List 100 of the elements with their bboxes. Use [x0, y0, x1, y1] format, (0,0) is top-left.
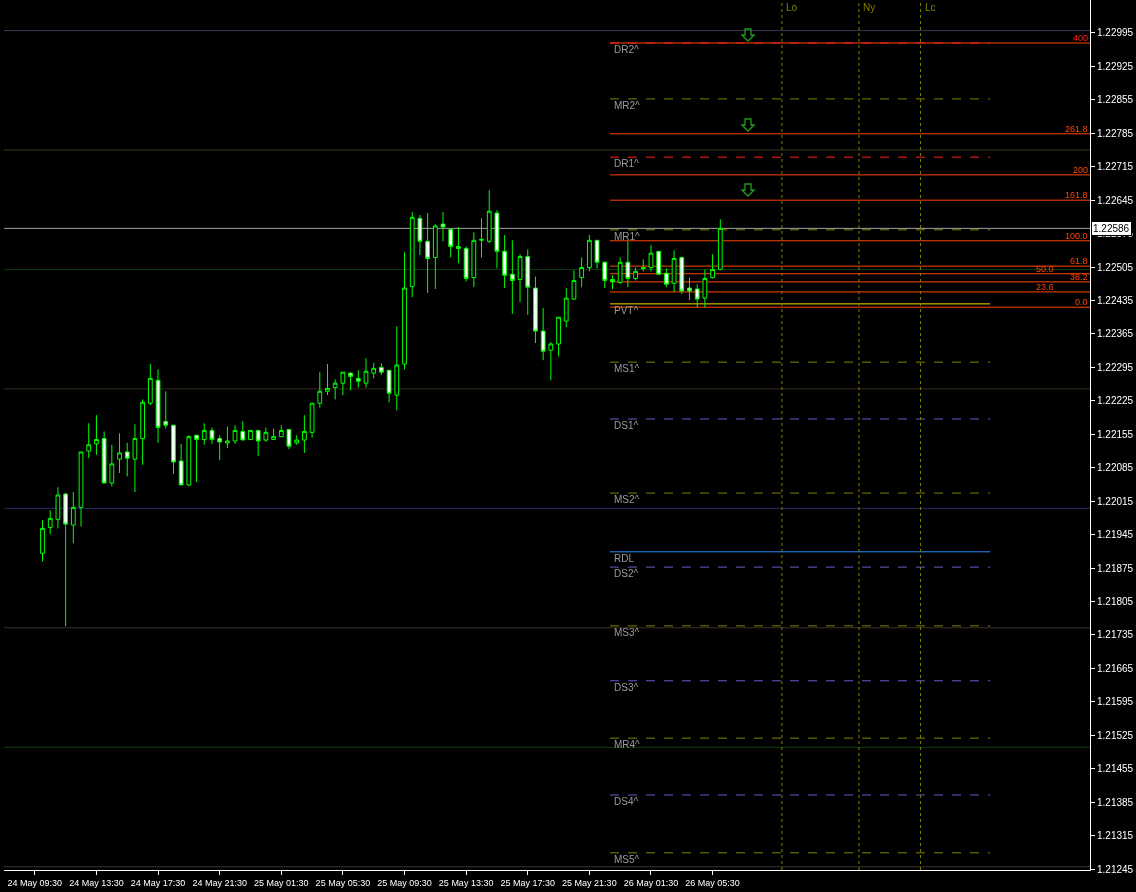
candlestick [687, 277, 692, 301]
x-tick-label: 25 May 13:30 [438, 877, 494, 888]
candlestick [394, 325, 400, 411]
x-tick-label: 25 May 17:30 [500, 877, 556, 888]
candlestick [664, 268, 669, 288]
candlestick [479, 217, 484, 259]
candlestick [355, 369, 361, 388]
y-tick-label: 1.21875 [1097, 562, 1134, 574]
candlestick [55, 486, 61, 529]
x-tick-label: 26 May 01:30 [623, 877, 679, 888]
ref-line-label: MR1^ [614, 231, 641, 242]
candlestick [348, 372, 353, 391]
candlestick [625, 240, 631, 288]
ref-line-label: DS2^ [614, 568, 639, 579]
candlestick [271, 428, 276, 441]
ref-line-label: MR2^ [614, 100, 641, 111]
candlestick [594, 239, 600, 269]
candlestick [163, 390, 169, 430]
candlestick [248, 429, 253, 441]
candlestick [556, 316, 561, 357]
candlestick [402, 251, 407, 370]
candlestick [194, 434, 199, 483]
x-tick-label: 24 May 17:30 [130, 877, 186, 888]
ref-line-label: Lo [786, 2, 798, 13]
y-tick-label: 1.22925 [1097, 60, 1134, 72]
candlestick [610, 274, 615, 290]
y-tick-label: 1.22225 [1097, 395, 1134, 407]
candlestick [648, 244, 654, 272]
y-tick-label: 1.21455 [1097, 763, 1134, 775]
candlestick [171, 424, 176, 475]
candlestick [217, 434, 223, 461]
y-tick-label: 1.21805 [1097, 596, 1134, 607]
y-tick-label: 1.22015 [1097, 495, 1134, 507]
candlestick [417, 214, 423, 256]
candlestick [640, 258, 646, 272]
x-tick-label: 25 May 21:30 [562, 877, 617, 888]
x-tick-label: 24 May 09:30 [7, 877, 63, 888]
ref-line-label: MS3^ [614, 627, 640, 638]
candlestick [509, 239, 515, 315]
x-tick-label: 24 May 13:30 [69, 877, 124, 888]
candlestick [363, 357, 369, 388]
candlestick [94, 414, 99, 456]
ref-line-label: DR1^ [614, 158, 639, 169]
candlestick [540, 307, 546, 361]
candlestick [178, 443, 184, 486]
y-tick-label: 1.22855 [1097, 94, 1134, 106]
candlestick [232, 424, 238, 445]
candlestick [224, 426, 230, 449]
candlestick [517, 253, 523, 303]
candlestick [571, 269, 577, 301]
candlestick [432, 223, 438, 290]
y-tick-label: 1.21525 [1097, 729, 1134, 741]
y-tick-label: 1.21385 [1097, 796, 1134, 808]
y-tick-label: 1.22435 [1097, 295, 1134, 307]
y-tick-label: 1.21245 [1097, 863, 1134, 875]
annotation: 23.6 [1036, 282, 1054, 292]
ref-line-label: MS2^ [614, 494, 640, 505]
candlestick [563, 287, 569, 328]
candlestick [255, 429, 261, 457]
y-tick-label: 1.22505 [1097, 261, 1134, 273]
annotation: 261.8 [1065, 124, 1088, 134]
candlestick [502, 234, 508, 289]
y-tick-label: 1.21315 [1097, 830, 1134, 842]
ref-line-label: MS5^ [614, 854, 640, 865]
candlestick [70, 491, 76, 544]
candlestick [717, 218, 723, 271]
candlestick [671, 249, 677, 293]
candlestick [78, 451, 84, 527]
candlestick [101, 430, 107, 484]
candlestick [602, 260, 608, 289]
y-tick-label: 1.22995 [1097, 27, 1134, 39]
candlestick [579, 257, 585, 288]
candlestick [309, 402, 315, 439]
ref-line-label: MR4^ [614, 739, 641, 750]
candlestick [240, 420, 246, 441]
candlestick [186, 434, 192, 487]
candlestick [463, 246, 469, 282]
ref-line-label: Lc [925, 2, 936, 13]
candlestick [694, 283, 700, 308]
ref-line-label: Ny [863, 2, 876, 13]
candlestick [340, 371, 346, 396]
candlestick [124, 442, 130, 477]
y-tick-label: 1.21735 [1097, 629, 1134, 641]
candlestick [425, 212, 430, 294]
y-tick-label: 1.22785 [1097, 127, 1134, 139]
y-tick-label: 1.21595 [1097, 696, 1134, 708]
candlestick [710, 253, 715, 280]
candlestick [525, 248, 531, 316]
candlestick [47, 509, 53, 535]
candlestick [109, 444, 115, 487]
candlestick [702, 268, 708, 308]
y-tick-label: 1.22155 [1097, 428, 1134, 440]
candlestick [325, 363, 330, 396]
ref-line-label: RDL [614, 553, 635, 564]
candlestick [63, 492, 68, 627]
candlestick [117, 432, 122, 474]
annotation: 161.8 [1065, 190, 1088, 200]
candlestick [263, 427, 269, 443]
candlestick [302, 414, 307, 454]
candlestick [386, 369, 392, 403]
